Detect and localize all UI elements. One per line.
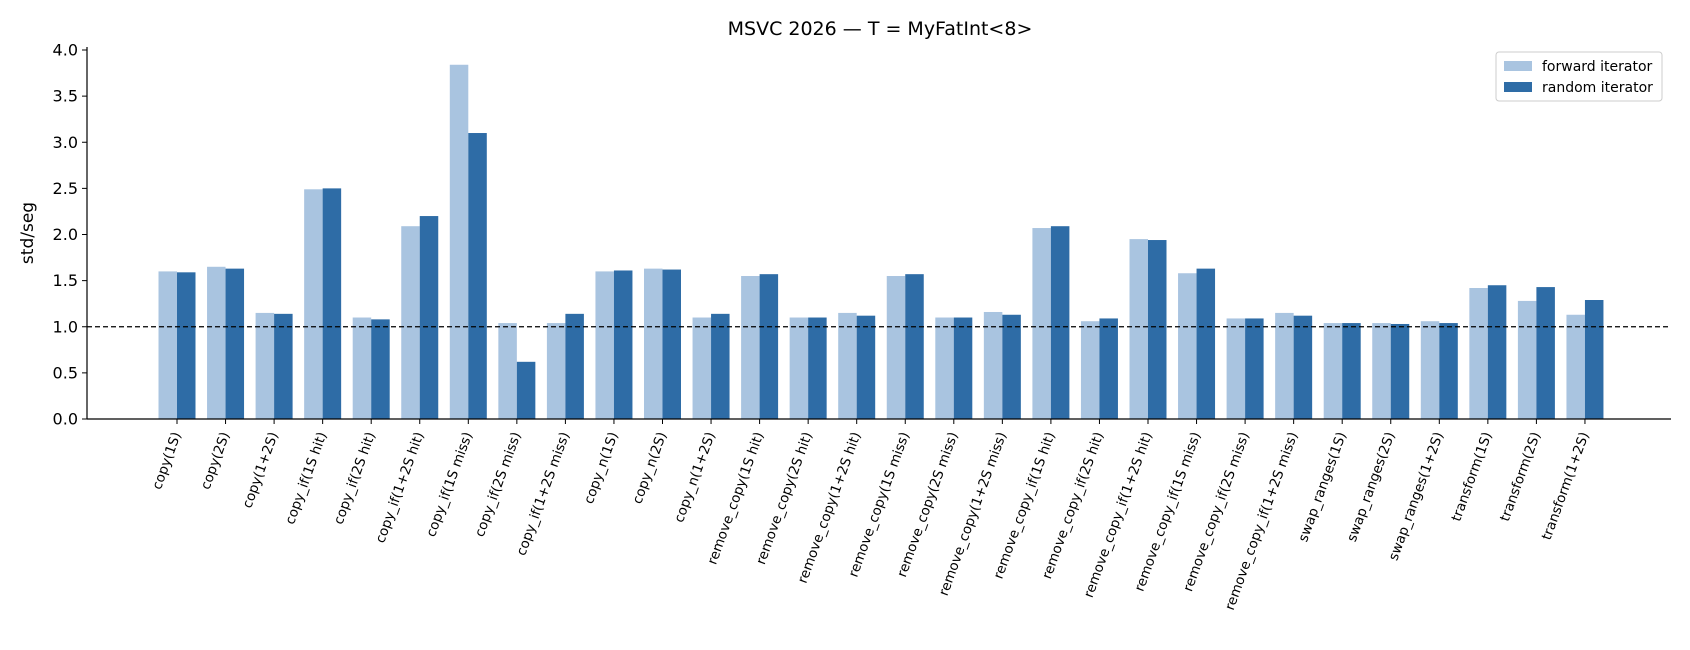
x-tick-label-6: copy_if(1S miss)	[423, 430, 476, 539]
legend-label-1: random iterator	[1542, 80, 1653, 96]
bar-random-13	[808, 317, 827, 419]
y-tick-label-2: 1.0	[53, 317, 78, 336]
y-tick-label-1: 0.5	[53, 363, 78, 382]
bar-forward-13	[789, 317, 809, 419]
legend-swatch-1	[1504, 82, 1532, 92]
bar-forward-9	[595, 271, 614, 419]
y-tick-label-7: 3.5	[53, 87, 78, 106]
y-axis-label: std/seg	[18, 202, 38, 264]
bar-random-2	[274, 313, 293, 419]
bar-random-8	[565, 313, 584, 419]
bar-forward-12	[741, 276, 760, 419]
bar-forward-18	[1032, 228, 1051, 419]
bar-random-11	[711, 313, 730, 419]
bar-forward-19	[1080, 321, 1100, 419]
bar-random-0	[177, 272, 196, 419]
bar-forward-24	[1323, 323, 1343, 419]
y-tick-label-0: 0.0	[53, 410, 78, 429]
x-tick-label-26: swap_ranges(1+2S)	[1386, 430, 1447, 563]
bar-random-27	[1487, 285, 1507, 419]
x-tick-label-4: copy_if(2S hit)	[331, 430, 379, 527]
bar-forward-28	[1517, 300, 1537, 419]
x-tick-label-8: copy_if(1+2S miss)	[514, 430, 574, 558]
bar-random-14	[856, 315, 876, 419]
bar-random-16	[953, 317, 973, 419]
x-tick-label-11: copy_n(1+2S)	[671, 430, 719, 525]
bar-forward-29	[1566, 314, 1585, 419]
bar-random-6	[468, 133, 487, 419]
x-tick-label-25: swap_ranges(2S)	[1344, 430, 1399, 544]
x-tick-label-9: copy_n(1S)	[581, 430, 622, 506]
bar-forward-22	[1226, 318, 1246, 419]
y-tick-label-4: 2.0	[53, 225, 78, 244]
bar-random-1	[225, 268, 245, 419]
legend-box	[1495, 51, 1663, 102]
y-tick-label-5: 2.5	[53, 179, 78, 198]
bar-random-22	[1245, 318, 1264, 419]
x-tick-label-0: copy(1S)	[149, 430, 185, 492]
bar-forward-15	[886, 276, 906, 419]
x-tick-label-5: copy_if(1+2S hit)	[372, 430, 427, 545]
bar-forward-0	[158, 271, 177, 419]
plot-area: 0.0 0.5 1.0 1.5 2.0 2.5 3.0 3.5 4.0 copy(1S) copy(…	[53, 41, 1671, 612]
bar-forward-25	[1372, 323, 1391, 419]
x-tick-label-24: swap_ranges(1S)	[1295, 430, 1350, 544]
bar-random-24	[1342, 323, 1361, 419]
bar-forward-10	[644, 268, 663, 419]
bar-random-23	[1293, 315, 1313, 419]
bar-random-26	[1439, 323, 1458, 419]
bar-forward-8	[546, 323, 566, 419]
bar-forward-2	[255, 312, 275, 419]
bar-forward-4	[352, 317, 372, 419]
bar-random-4	[371, 319, 390, 419]
x-tick-label-3: copy_if(1S hit)	[282, 430, 330, 527]
bar-forward-17	[983, 311, 1003, 419]
y-tick-label-6: 3.0	[53, 133, 78, 152]
bar-random-28	[1536, 287, 1555, 419]
y-tick-label-8: 4.0	[53, 41, 78, 60]
bar-random-12	[759, 274, 779, 419]
bar-forward-21	[1178, 273, 1197, 419]
bar-random-29	[1584, 300, 1604, 419]
bar-random-5	[419, 216, 439, 419]
bar-forward-16	[935, 317, 954, 419]
bar-random-3	[322, 188, 342, 420]
bar-forward-3	[304, 189, 323, 419]
bar-forward-1	[207, 266, 226, 419]
bar-forward-23	[1275, 312, 1294, 419]
y-tick-label-3: 1.5	[53, 271, 78, 290]
x-tick-label-29: transform(1+2S)	[1539, 430, 1593, 542]
bar-forward-20	[1129, 239, 1148, 419]
chart-title: MSVC 2026 — T = MyFatInt<8>	[728, 18, 1033, 40]
legend-label-0: forward iterator	[1542, 59, 1653, 75]
bar-random-9	[613, 270, 633, 419]
bar-forward-6	[449, 64, 469, 419]
bar-random-10	[662, 269, 681, 419]
bar-forward-27	[1469, 288, 1488, 419]
bar-random-7	[516, 361, 536, 419]
bar-forward-14	[838, 312, 857, 419]
bar-random-20	[1148, 240, 1167, 419]
x-tick-label-27: transform(1S)	[1448, 430, 1495, 524]
bar-forward-11	[692, 317, 712, 419]
legend-swatch-0	[1504, 61, 1532, 71]
legend: forward iterator random iterator	[1495, 51, 1663, 102]
bar-random-15	[905, 274, 924, 419]
bar-forward-5	[401, 226, 420, 419]
bar-forward-26	[1420, 321, 1440, 419]
bar-random-21	[1196, 268, 1216, 419]
bar-forward-7	[498, 323, 517, 419]
x-tick-label-2: copy(1+2S)	[240, 430, 282, 511]
bar-random-18	[1050, 226, 1070, 419]
bar-random-25	[1390, 323, 1410, 419]
x-tick-label-7: copy_if(2S miss)	[472, 430, 525, 539]
x-tick-label-1: copy(2S)	[198, 430, 234, 492]
bar-random-19	[1099, 318, 1118, 419]
x-tick-label-28: transform(2S)	[1497, 430, 1544, 524]
bar-random-17	[1002, 314, 1021, 419]
x-tick-label-10: copy_n(2S)	[629, 430, 670, 506]
